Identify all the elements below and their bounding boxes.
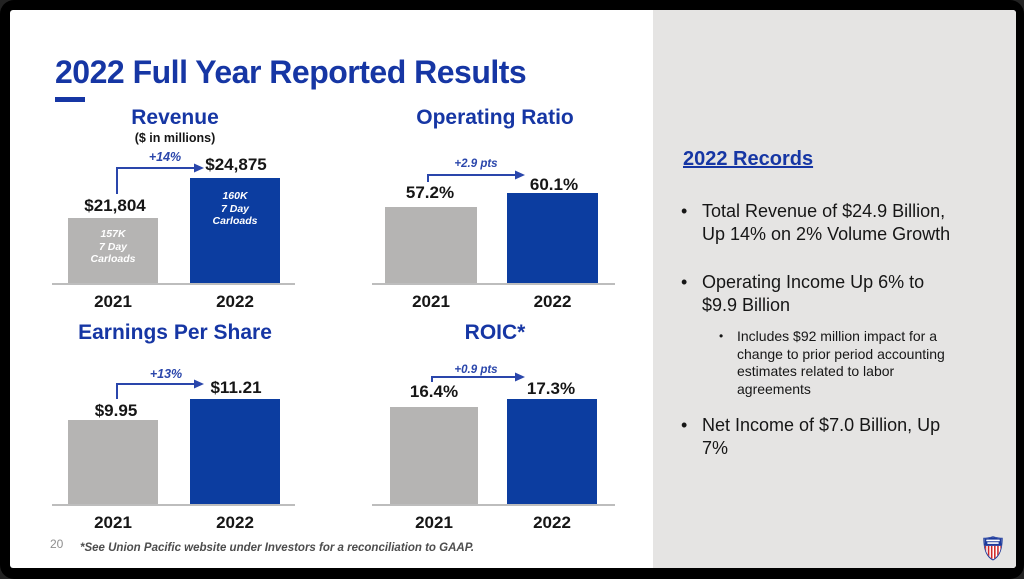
earnings-per-share-chart: Earnings Per Share +13% $9.95 $11.21 202… bbox=[40, 321, 310, 537]
bullet-icon: • bbox=[681, 415, 688, 435]
x-axis-line bbox=[52, 283, 295, 285]
value-label-2021: 57.2% bbox=[405, 183, 455, 202]
slide: 2022 Full Year Reported Results Revenue … bbox=[10, 10, 1016, 568]
increase-arrow-icon bbox=[116, 163, 204, 194]
operating-ratio-chart: Operating Ratio +2.9 pts 57.2% 60.1% 202… bbox=[360, 106, 630, 322]
category-label-2022: 2022 bbox=[216, 513, 254, 532]
chart-title: Revenue bbox=[131, 106, 219, 129]
bar-2021 bbox=[68, 420, 158, 504]
title-underline bbox=[55, 97, 85, 102]
bullet-icon: • bbox=[719, 329, 724, 343]
bar-annotation-2022: 160K 7 Day Carloads bbox=[212, 190, 258, 227]
chart-title: Operating Ratio bbox=[416, 106, 574, 129]
chart-title: Earnings Per Share bbox=[78, 321, 272, 344]
bar-annotation-2021: 157K 7 Day Carloads bbox=[90, 228, 136, 265]
record-bullet-net-income: • Net Income of $7.0 Billion, Up 7% bbox=[681, 414, 999, 460]
union-pacific-shield-icon bbox=[983, 536, 1003, 561]
value-label-2021: $9.95 bbox=[94, 401, 138, 420]
chart-title: ROIC* bbox=[464, 321, 526, 344]
increase-arrow-icon bbox=[431, 372, 525, 382]
delta-label: +2.9 pts bbox=[454, 158, 498, 170]
category-label-2021: 2021 bbox=[94, 513, 132, 532]
page-number: 20 bbox=[50, 537, 64, 551]
category-label-2022: 2022 bbox=[533, 513, 571, 532]
increase-arrow-icon bbox=[116, 379, 204, 399]
category-label-2022: 2022 bbox=[216, 292, 254, 311]
category-label-2021: 2021 bbox=[94, 292, 132, 311]
value-label-2022: 60.1% bbox=[529, 175, 579, 194]
x-axis-line bbox=[372, 504, 615, 506]
revenue-chart: Revenue ($ in millions) +14% $21,804 $24… bbox=[40, 106, 310, 322]
bar-2022 bbox=[507, 399, 597, 504]
bar-2021 bbox=[390, 407, 478, 504]
bar-2022 bbox=[507, 193, 598, 283]
record-text: Total Revenue of $24.9 Billion, Up 14% o… bbox=[702, 201, 951, 244]
bullet-icon: • bbox=[681, 272, 688, 292]
record-text: Includes $92 million impact for a change… bbox=[737, 328, 945, 397]
category-label-2022: 2022 bbox=[533, 292, 572, 311]
value-label-2022: $24,875 bbox=[205, 155, 267, 174]
record-subbullet-labor: • Includes $92 million impact for a chan… bbox=[719, 328, 1007, 398]
record-text: Operating Income Up 6% to $9.9 Billion bbox=[702, 272, 925, 315]
bar-2021: 157K 7 Day Carloads bbox=[68, 218, 158, 283]
delta-label: +14% bbox=[148, 150, 182, 164]
increase-arrow-icon bbox=[427, 170, 525, 182]
value-label-2022: $11.21 bbox=[210, 378, 262, 397]
record-bullet-revenue: • Total Revenue of $24.9 Billion, Up 14%… bbox=[681, 200, 999, 246]
value-label-2021: $21,804 bbox=[84, 196, 146, 215]
category-label-2021: 2021 bbox=[412, 292, 450, 311]
gaap-footnote: *See Union Pacific website under Investo… bbox=[80, 542, 475, 554]
delta-label: +13% bbox=[149, 367, 183, 381]
page-title: 2022 Full Year Reported Results bbox=[55, 54, 527, 90]
delta-label: +0.9 pts bbox=[454, 364, 498, 376]
record-text: Net Income of $7.0 Billion, Up 7% bbox=[702, 415, 941, 458]
bar-2022 bbox=[190, 399, 280, 504]
records-panel: 2022 Records • Total Revenue of $24.9 Bi… bbox=[653, 10, 1016, 568]
value-label-2021: 16.4% bbox=[409, 382, 459, 401]
bar-2022: 160K 7 Day Carloads bbox=[190, 178, 280, 283]
category-label-2021: 2021 bbox=[415, 513, 453, 532]
x-axis-line bbox=[372, 283, 615, 285]
x-axis-line bbox=[52, 504, 295, 506]
chart-subtitle: ($ in millions) bbox=[134, 131, 216, 145]
value-label-2022: 17.3% bbox=[526, 379, 576, 398]
roic-chart: ROIC* +0.9 pts 16.4% 17.3% 2021 2022 bbox=[360, 321, 630, 537]
records-heading: 2022 Records bbox=[683, 148, 814, 170]
record-bullet-operating-income: • Operating Income Up 6% to $9.9 Billion bbox=[681, 271, 999, 317]
bullet-icon: • bbox=[681, 201, 688, 221]
bar-2021 bbox=[385, 207, 477, 283]
